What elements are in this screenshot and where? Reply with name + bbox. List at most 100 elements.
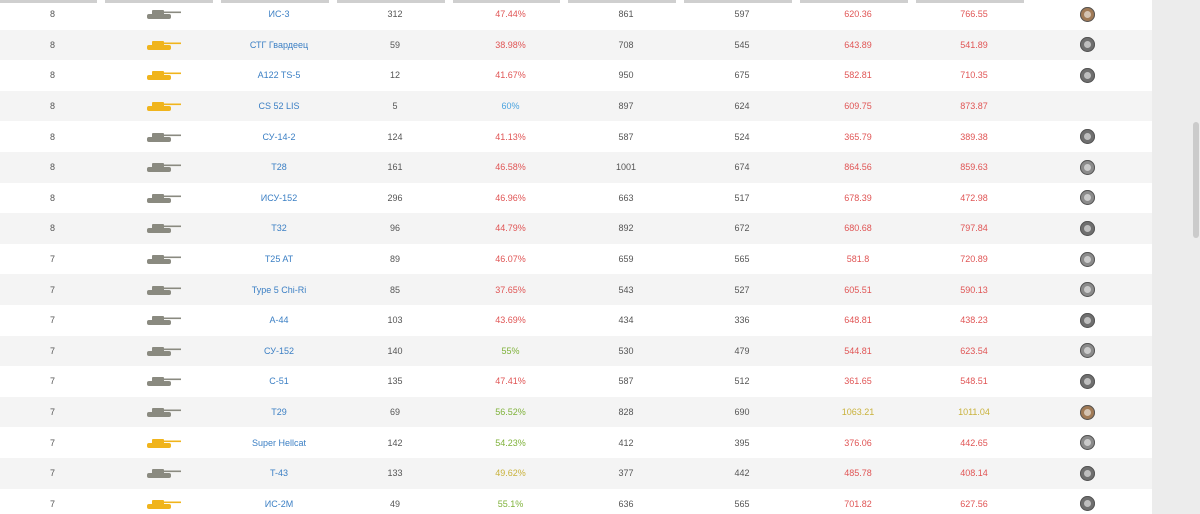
table-row: 7 T29 69 56.52% 828 690 1063.21 1011.04 xyxy=(0,396,1152,428)
wn-b-cell: 797.84 xyxy=(960,223,988,234)
table-row: 7 T25 AT 89 46.07% 659 565 581.8 720.89 xyxy=(0,244,1152,275)
col-a-cell: 530 xyxy=(618,345,634,356)
tank-icon xyxy=(105,284,221,296)
tank-icon xyxy=(105,498,221,510)
mastery-badge-cell xyxy=(1032,220,1142,236)
vehicle-name-link[interactable]: T29 xyxy=(271,407,287,418)
header-col-a[interactable] xyxy=(568,0,676,3)
col-a-cell: 659 xyxy=(618,254,634,265)
tank-icon xyxy=(105,437,221,449)
wn-b-cell: 766.55 xyxy=(960,9,988,20)
vehicle-name-link[interactable]: Type 5 Chi-Ri xyxy=(251,284,307,295)
wn-a-cell: 678.39 xyxy=(844,192,872,203)
wn-a-cell: 1063.21 xyxy=(841,407,875,418)
header-wn-a[interactable] xyxy=(800,0,908,3)
vehicle-name-link[interactable]: СУ-14-2 xyxy=(262,131,296,142)
scrollbar-thumb[interactable] xyxy=(1193,122,1199,238)
vehicle-name-link[interactable]: ИС-2М xyxy=(264,498,294,509)
battles-cell: 161 xyxy=(387,162,403,173)
vehicle-name-link[interactable]: T-43 xyxy=(269,468,288,479)
vehicle-name-link[interactable]: СТГ Гвардеец xyxy=(249,39,309,50)
winrate-cell: 41.13% xyxy=(495,131,526,142)
mastery-badge-cell xyxy=(1032,6,1142,22)
tier-cell: 8 xyxy=(49,192,55,203)
winrate-cell: 46.96% xyxy=(495,192,526,203)
winrate-cell: 41.67% xyxy=(495,70,526,81)
tier-cell: 8 xyxy=(49,162,55,173)
mastery-badge-cell xyxy=(1032,312,1142,328)
vehicle-name-link[interactable]: T28 xyxy=(271,162,287,173)
mastery-badge-icon xyxy=(1079,190,1095,206)
winrate-cell: 49.62% xyxy=(495,468,526,479)
tier-cell: 7 xyxy=(49,345,55,356)
tier-cell: 8 xyxy=(49,39,55,50)
tank-icon xyxy=(105,314,221,326)
vehicle-name-link[interactable]: A-44 xyxy=(269,315,289,326)
wn-b-cell: 541.89 xyxy=(960,39,988,50)
vehicle-name-link[interactable]: T32 xyxy=(271,223,287,234)
table-row: 8 СУ-14-2 124 41.13% 587 524 365.79 389.38 xyxy=(0,121,1152,152)
wn-b-cell: 623.54 xyxy=(960,345,988,356)
tier-cell: 7 xyxy=(49,284,55,295)
mastery-badge-cell xyxy=(1032,159,1142,175)
vehicle-name-link[interactable]: T25 AT xyxy=(264,254,294,265)
vehicle-name-link[interactable]: С-51 xyxy=(269,376,289,387)
vehicle-name-link[interactable]: CS 52 LIS xyxy=(258,101,300,112)
mastery-badge-cell xyxy=(1032,404,1142,420)
col-b-cell: 336 xyxy=(734,315,750,326)
wn-a-cell: 680.68 xyxy=(844,223,872,234)
vehicle-name-link[interactable]: ИС-3 xyxy=(268,9,290,20)
col-a-cell: 892 xyxy=(618,223,634,234)
tank-icon xyxy=(105,192,221,204)
col-b-cell: 690 xyxy=(734,407,750,418)
tank-icon xyxy=(105,100,221,112)
header-vehicle[interactable] xyxy=(105,0,213,3)
header-col-b[interactable] xyxy=(684,0,792,3)
col-a-cell: 861 xyxy=(618,9,634,20)
winrate-cell: 43.69% xyxy=(495,315,526,326)
wn-a-cell: 544.81 xyxy=(844,345,872,356)
wn-a-cell: 648.81 xyxy=(844,315,872,326)
vehicle-name-link[interactable]: ИСУ-152 xyxy=(260,192,298,203)
mastery-badge-icon xyxy=(1079,373,1095,389)
table-row: 7 СУ-152 140 55% 530 479 544.81 623.54 xyxy=(0,335,1152,367)
col-a-cell: 377 xyxy=(618,468,634,479)
mastery-badge-cell xyxy=(1032,373,1142,389)
tank-icon xyxy=(105,39,221,51)
wn-b-cell: 720.89 xyxy=(960,254,988,265)
tier-cell: 8 xyxy=(49,70,55,81)
header-winrate[interactable] xyxy=(453,0,560,3)
wn-b-cell: 627.56 xyxy=(960,498,988,509)
battles-cell: 133 xyxy=(387,468,403,479)
header-wn-b[interactable] xyxy=(916,0,1024,3)
battles-cell: 59 xyxy=(389,39,400,50)
col-b-cell: 545 xyxy=(734,39,750,50)
winrate-cell: 47.41% xyxy=(495,376,526,387)
tier-cell: 7 xyxy=(49,468,55,479)
tier-cell: 7 xyxy=(49,437,55,448)
header-tier[interactable] xyxy=(0,0,97,3)
tier-cell: 7 xyxy=(49,376,55,387)
table-row: 8 T28 161 46.58% 1001 674 864.56 859.63 xyxy=(0,151,1152,183)
col-a-cell: 434 xyxy=(618,315,634,326)
mastery-badge-icon xyxy=(1079,67,1095,83)
table-row: 8 A122 TS-5 12 41.67% 950 675 582.81 710.35 xyxy=(0,60,1152,91)
vehicle-name-link[interactable]: Super Hellcat xyxy=(251,437,307,448)
tank-icon xyxy=(105,406,221,418)
tank-icon xyxy=(105,8,221,20)
mastery-badge-icon xyxy=(1079,435,1095,451)
mastery-badge-icon xyxy=(1079,220,1095,236)
mastery-badge-cell xyxy=(1032,435,1142,451)
vertical-scrollbar[interactable] xyxy=(1192,0,1200,514)
table-row: 8 T32 96 44.79% 892 672 680.68 797.84 xyxy=(0,213,1152,244)
vehicle-name-link[interactable]: СУ-152 xyxy=(264,345,294,356)
tank-icon xyxy=(105,467,221,479)
wn-b-cell: 710.35 xyxy=(960,70,988,81)
vehicle-name-link[interactable]: A122 TS-5 xyxy=(257,70,301,81)
header-name[interactable] xyxy=(221,0,329,3)
header-battles[interactable] xyxy=(337,0,445,3)
table-row: 7 A-44 103 43.69% 434 336 648.81 438.23 xyxy=(0,305,1152,336)
wn-a-cell: 582.81 xyxy=(844,70,872,81)
wn-b-cell: 389.38 xyxy=(960,131,988,142)
